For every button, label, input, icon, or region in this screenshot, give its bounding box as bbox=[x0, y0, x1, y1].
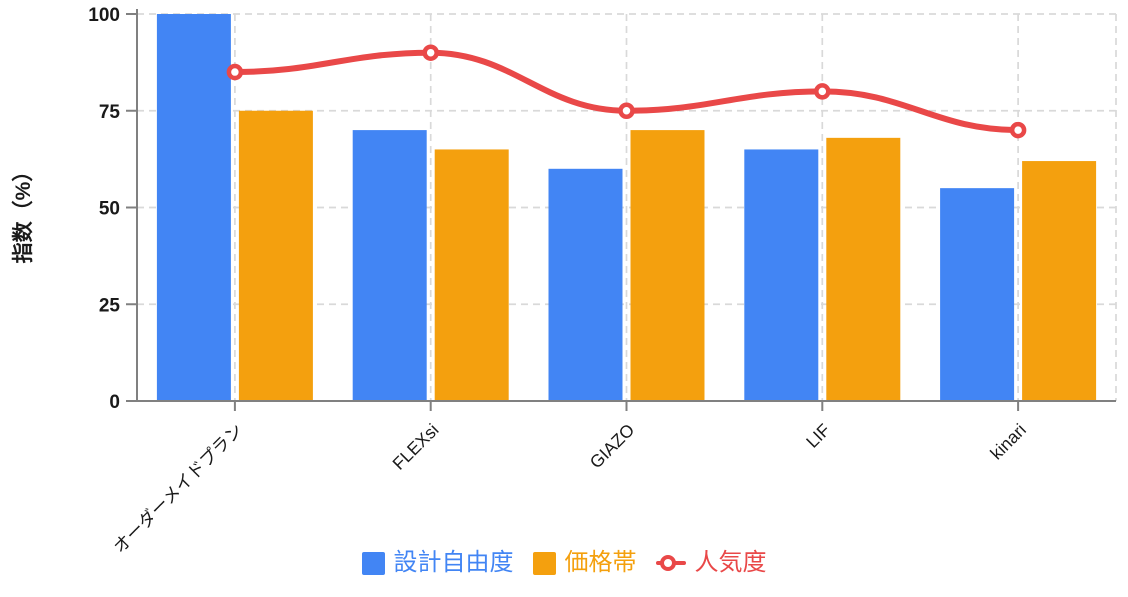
y-tick-label-50: 50 bbox=[99, 199, 120, 220]
legend-label-design-freedom: 設計自由度 bbox=[393, 549, 514, 576]
x-tick-label-3: LIF bbox=[802, 420, 834, 452]
bar-design-freedom-4 bbox=[940, 188, 1015, 401]
y-tick-label-25: 25 bbox=[99, 295, 121, 316]
y-tick-label-75: 75 bbox=[99, 102, 121, 123]
bar-price-range-2 bbox=[630, 130, 705, 401]
line-series bbox=[226, 44, 1027, 139]
bar-price-range-1 bbox=[434, 149, 509, 401]
x-tick-label-2: GIAZO bbox=[586, 420, 639, 473]
chart-legend: 設計自由度 価格帯 人気度 bbox=[0, 551, 1128, 575]
bar-price-range-4 bbox=[1022, 161, 1097, 401]
bar-price-range-0 bbox=[238, 110, 313, 401]
bar-design-freedom-2 bbox=[548, 168, 623, 401]
bar-price-range-3 bbox=[826, 137, 901, 401]
x-tick-label-1: FLEXsi bbox=[389, 420, 443, 474]
legend-item-design-freedom: 設計自由度 bbox=[361, 549, 514, 576]
gridlines bbox=[137, 13, 1117, 401]
line-point-marker-4 bbox=[1009, 121, 1027, 139]
y-tick-label-0: 0 bbox=[109, 392, 120, 413]
legend-line-marker-icon bbox=[655, 551, 686, 575]
line-point-marker-3 bbox=[814, 83, 831, 100]
legend-item-popularity: 人気度 bbox=[655, 549, 767, 576]
y-tick-label-100: 100 bbox=[88, 5, 120, 26]
legend-label-price-range: 価格帯 bbox=[564, 549, 637, 576]
x-tick-label-4: kinari bbox=[986, 420, 1030, 464]
x-tick-label-0: オーダーメイドプラン bbox=[109, 420, 246, 557]
legend-item-price-range: 価格帯 bbox=[532, 549, 637, 576]
line-point-marker-0 bbox=[226, 63, 244, 81]
legend-swatch-design-freedom bbox=[361, 551, 385, 575]
y-axis-title: 指数（%） bbox=[11, 161, 35, 264]
bar-design-freedom-1 bbox=[352, 130, 427, 401]
bar-series bbox=[156, 14, 1097, 401]
legend-swatch-price-range bbox=[532, 551, 556, 575]
line-point-marker-2 bbox=[618, 102, 635, 119]
legend-label-popularity: 人気度 bbox=[694, 549, 767, 576]
axes bbox=[126, 9, 1116, 411]
bar-design-freedom-3 bbox=[744, 149, 819, 401]
line-point-marker-1 bbox=[422, 44, 439, 61]
bar-design-freedom-0 bbox=[156, 14, 231, 401]
